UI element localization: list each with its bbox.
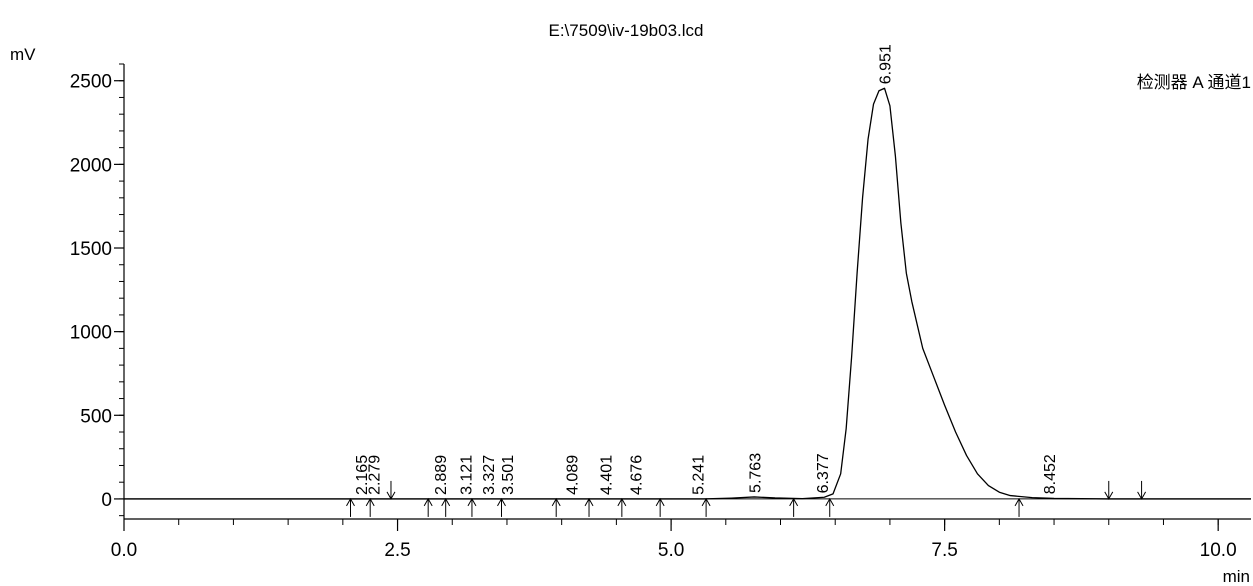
integration-marker [441, 497, 451, 517]
y-tick-label: 1000 [70, 323, 112, 344]
x-axis-unit: min [1223, 567, 1250, 586]
series [124, 87, 1251, 500]
peak-label: 5.241 [690, 455, 707, 495]
peak-label: 3.121 [458, 455, 475, 495]
x-tick-label: 7.5 [931, 540, 957, 561]
integration-marker [551, 497, 561, 517]
axes [123, 64, 1251, 520]
integration-marker [701, 497, 711, 517]
peak-label: 4.089 [564, 455, 581, 495]
integration-marker [1137, 480, 1147, 500]
tick-labels: 0.0 2.5 5.0 7.5 10.0 0 500 1000 1500 2000 2500 [70, 72, 1237, 561]
legend-detector-channel: 检测器 A 通道1 [1137, 73, 1251, 92]
peak-label: 6.377 [815, 453, 832, 493]
chart-title: E:\7509\iv-19b03.lcd [549, 21, 704, 40]
integration-marker [386, 480, 396, 500]
integration-marker [655, 497, 665, 517]
x-tick-label: 5.0 [658, 540, 684, 561]
peak-label: 6.951 [878, 44, 895, 84]
y-tick-label: 2000 [70, 155, 112, 176]
marker-head [1014, 497, 1024, 507]
x-tick-label: 10.0 [1200, 540, 1237, 561]
peak-label: 2.165 [354, 455, 371, 495]
y-tick-label: 2500 [70, 72, 112, 93]
integration-marker [467, 497, 477, 517]
integration-marker [1014, 497, 1024, 517]
integration-marker [584, 497, 594, 517]
integration-marker [617, 497, 627, 517]
peak-label: 3.501 [500, 455, 517, 495]
integration-marker [825, 497, 835, 517]
peak-label: 4.401 [599, 455, 616, 495]
marker-head [825, 497, 835, 507]
x-tick-label: 2.5 [384, 540, 410, 561]
y-tick-label: 1500 [70, 239, 112, 260]
integration-marker [789, 497, 799, 517]
y-tick-label: 0 [101, 490, 112, 511]
y-tick-label: 500 [80, 406, 112, 427]
integration-marker [365, 497, 375, 517]
peak-label: 5.763 [748, 453, 765, 493]
major-ticks [114, 80, 1219, 531]
integration-marker [497, 497, 506, 517]
integration-marker [346, 497, 355, 517]
integration-marker [1104, 480, 1114, 500]
x-tick-label: 0.0 [111, 540, 137, 561]
peak-label: 4.676 [629, 455, 646, 495]
peak-label: 2.279 [366, 455, 383, 495]
y-axis-unit: mV [10, 45, 36, 64]
chromatogram-trace [124, 87, 1251, 500]
peak-label: 8.452 [1042, 454, 1059, 494]
peak-label: 2.889 [433, 455, 450, 495]
peak-label: 3.327 [481, 455, 498, 495]
integration-marker [423, 497, 433, 517]
